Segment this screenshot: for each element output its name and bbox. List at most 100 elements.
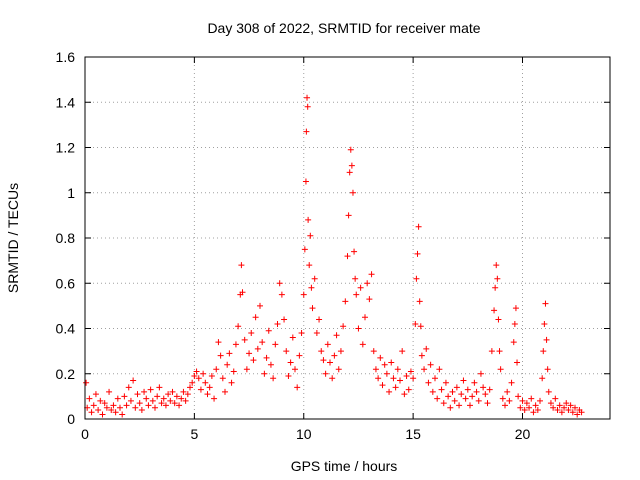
data-point — [364, 280, 371, 287]
data-point — [534, 406, 541, 413]
data-point — [491, 307, 498, 314]
data-point — [167, 397, 174, 404]
data-point — [453, 384, 460, 391]
data-point — [292, 366, 298, 373]
data-point — [508, 379, 515, 386]
data-point — [152, 404, 158, 411]
data-point — [353, 291, 360, 298]
data-point — [519, 397, 526, 404]
data-point — [541, 320, 548, 327]
y-tick-label: 1 — [67, 185, 75, 201]
data-point — [451, 397, 458, 404]
data-point — [121, 393, 128, 400]
data-point — [110, 402, 117, 409]
data-point — [250, 357, 257, 364]
data-point — [259, 339, 266, 346]
data-point — [130, 377, 137, 384]
data-point — [123, 402, 130, 409]
data-point — [219, 375, 226, 382]
data-point — [340, 323, 347, 330]
data-point — [127, 397, 134, 404]
data-point — [569, 409, 576, 416]
data-point — [462, 395, 469, 402]
data-point — [112, 409, 119, 416]
data-point — [329, 375, 336, 382]
data-point — [366, 296, 373, 303]
data-point — [202, 379, 209, 386]
data-point — [506, 397, 513, 404]
data-point — [388, 359, 395, 366]
data-point — [304, 103, 311, 110]
data-point — [304, 94, 311, 101]
data-point — [492, 284, 499, 291]
data-point — [347, 146, 354, 153]
data-point — [184, 391, 191, 398]
data-point — [449, 388, 456, 395]
data-point — [351, 248, 358, 255]
data-point — [415, 223, 422, 230]
data-point — [467, 402, 473, 409]
data-point — [375, 375, 382, 382]
data-point — [556, 402, 563, 409]
data-point — [561, 404, 568, 411]
x-tick-label: 5 — [190, 426, 198, 442]
data-point — [438, 386, 445, 393]
data-point — [305, 216, 312, 223]
data-point — [537, 397, 543, 404]
data-point — [359, 341, 366, 348]
data-point — [303, 128, 310, 135]
y-tick-label: 0.2 — [56, 366, 76, 382]
data-point — [403, 373, 410, 380]
data-point — [355, 325, 362, 332]
data-point — [352, 275, 359, 282]
data-point — [230, 368, 237, 375]
data-point — [379, 382, 386, 389]
data-point — [169, 388, 176, 395]
data-point — [383, 370, 390, 377]
data-point — [515, 393, 522, 400]
data-point — [132, 404, 139, 411]
data-point — [427, 361, 434, 368]
data-point — [294, 384, 301, 391]
data-point — [187, 384, 193, 391]
data-point — [345, 212, 352, 219]
data-point — [495, 316, 502, 323]
data-point — [357, 284, 364, 291]
data-point — [95, 406, 102, 413]
data-point — [349, 189, 356, 196]
data-point — [543, 336, 550, 343]
data-point — [511, 320, 518, 327]
data-point — [368, 271, 375, 278]
data-point — [410, 375, 417, 382]
data-point — [83, 379, 90, 386]
data-point — [176, 402, 183, 409]
data-point — [530, 409, 537, 416]
data-point — [254, 345, 261, 352]
data-point — [482, 391, 489, 398]
data-point — [108, 406, 115, 413]
data-point — [248, 330, 255, 337]
data-point — [399, 348, 406, 355]
data-point — [252, 314, 259, 321]
data-point — [392, 384, 399, 391]
data-point — [497, 366, 504, 373]
y-tick-label: 0.4 — [56, 321, 76, 337]
data-point — [460, 377, 467, 384]
data-point — [156, 384, 163, 391]
data-point — [171, 400, 178, 407]
data-point — [232, 341, 239, 348]
data-point — [322, 370, 329, 377]
data-point — [486, 386, 493, 393]
y-tick-label: 0.6 — [56, 275, 76, 291]
data-point — [246, 350, 253, 357]
data-point — [342, 298, 349, 305]
data-point — [208, 373, 215, 380]
data-point — [440, 400, 447, 407]
data-point — [311, 275, 318, 282]
data-point — [283, 348, 290, 355]
data-point — [514, 359, 521, 366]
data-point — [554, 406, 561, 413]
data-point — [320, 357, 327, 364]
points — [83, 94, 585, 418]
